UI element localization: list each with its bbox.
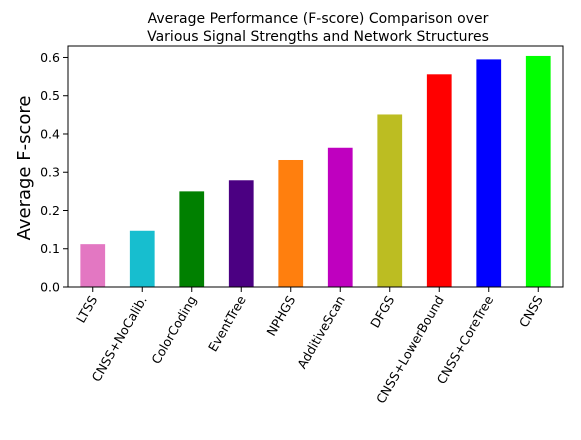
bar-5 [278,160,303,287]
x-tick-label: LTSS [73,293,100,325]
bar-3 [179,191,204,287]
bar-1 [80,244,105,287]
chart-title-line-1: Average Performance (F-score) Comparison… [148,11,489,27]
y-axis-label: Average F-score [14,96,35,241]
x-tick-label: CNSS+NoCalib. [89,293,150,384]
bar-4 [229,180,254,287]
bar-9 [476,59,501,287]
x-tick-label: ColorCoding [148,293,199,367]
y-tick-label: 0.3 [40,165,60,180]
x-tick-label: DFGS [367,293,397,330]
y-tick-label: 0.1 [40,241,60,256]
bar-6 [328,148,353,287]
y-tick-label: 0.5 [40,88,60,103]
bar-2 [130,231,155,287]
y-tick-label: 0.6 [40,50,60,65]
bar-10 [526,56,551,287]
x-tick-label: AdditiveScan [294,293,348,371]
bar-8 [427,74,452,287]
y-tick-label: 0.2 [40,203,60,218]
x-tick-label: CNSS [516,293,546,330]
chart-title-line-2: Various Signal Strengths and Network Str… [147,29,489,45]
y-tick-label: 0.0 [40,280,60,295]
y-tick-label: 0.4 [40,126,60,141]
x-tick-label: NPHGS [263,293,298,339]
bar-7 [377,114,402,287]
plot-area: 0.0 0.1 0.2 0.3 0.4 0.5 0.6 LTSSCNSS+NoCalib.Co… [40,46,563,406]
x-tick-label: EventTree [205,293,249,354]
